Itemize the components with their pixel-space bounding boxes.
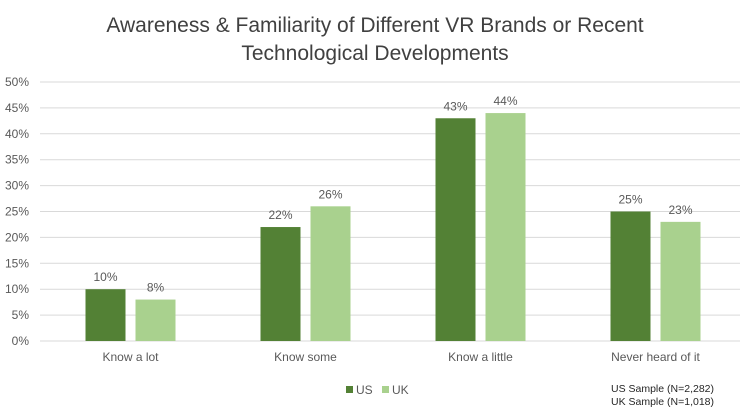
y-tick-label: 50% [5,75,29,89]
bar-us [610,211,651,341]
x-tick-label: Know a lot [102,350,159,364]
bar-us [435,118,476,341]
bar-uk [135,299,176,341]
title-line-2: Technological Developments [241,42,509,65]
y-tick-label: 5% [12,308,30,322]
x-tick-label: Never heard of it [611,350,700,364]
data-label: 23% [668,203,692,217]
bar-uk [310,206,351,341]
data-label: 43% [443,99,467,113]
y-tick-label: 25% [5,205,29,219]
data-label: 10% [93,270,117,284]
y-tick-label: 35% [5,153,29,167]
y-tick-label: 20% [5,230,29,244]
y-tick-label: 10% [5,282,29,296]
chart-title: Awareness & Familiarity of Different VR … [0,12,750,68]
y-tick-label: 40% [5,127,29,141]
bar-uk [660,221,701,341]
data-label: 22% [268,208,292,222]
data-label: 26% [318,187,342,201]
y-tick-label: 15% [5,256,29,270]
sample-notes: US Sample (N=2,282) UK Sample (N=1,018) [611,383,714,409]
y-tick-label: 30% [5,179,29,193]
data-label: 8% [147,281,165,295]
legend-label-uk: UK [392,383,409,397]
data-label: 25% [618,193,642,207]
uk-sample-note: UK Sample (N=1,018) [611,396,715,408]
legend-swatch-uk [382,386,389,393]
legend-label-us: US [356,383,373,397]
us-sample-note: US Sample (N=2,282) [611,383,715,395]
x-tick-label: Know some [274,350,337,364]
title-line-1: Awareness & Familiarity of Different VR … [106,14,644,37]
legend-swatch-us [346,386,353,393]
bar-us [85,289,126,341]
x-tick-label: Know a little [448,350,513,364]
data-label: 44% [493,94,517,108]
bar-us [260,227,301,341]
bar-uk [485,113,526,341]
y-tick-label: 45% [5,101,29,115]
y-tick-label: 0% [12,334,30,348]
